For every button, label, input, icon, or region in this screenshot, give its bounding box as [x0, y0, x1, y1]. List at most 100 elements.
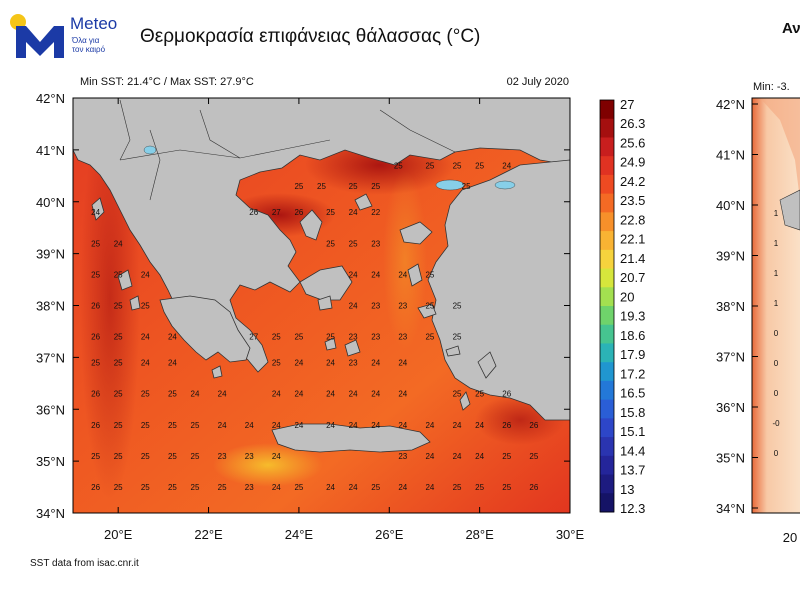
meteo-m-icon [16, 26, 64, 58]
sst-value-label: 24 [425, 452, 434, 461]
colorbar-swatch [600, 249, 614, 270]
second-panel-lat-label: 36°N [716, 400, 745, 415]
sst-value-label: 24 [453, 452, 462, 461]
brand-tagline-line1: Όλα για [72, 36, 100, 45]
sst-value-label: 25 [114, 270, 123, 279]
lon-tick-label: 30°E [556, 527, 585, 542]
second-panel-map [752, 98, 800, 513]
sst-value-label: 23 [371, 239, 380, 248]
sst-value-label: 25 [91, 270, 100, 279]
sst-value-label: 25 [317, 182, 326, 191]
sst-value-label: 27 [249, 333, 258, 342]
sst-value-label: 25 [453, 161, 462, 170]
colorbar-label: 24.9 [620, 155, 645, 170]
sst-value-label: 24 [245, 421, 254, 430]
land [73, 98, 570, 453]
sst-value-label: 25 [294, 333, 303, 342]
lat-tick-label: 41°N [36, 143, 65, 158]
meteo-logo[interactable]: Meteo Όλα για τον καιρό [10, 14, 130, 58]
sst-value-label: 24 [453, 421, 462, 430]
sst-value-label: 26 [294, 208, 303, 217]
sst-value-label: 25 [141, 452, 150, 461]
sst-value-label: 25 [529, 452, 538, 461]
page-title: Θερμοκρασία επιφάνειας θάλασσας (°C) [140, 26, 481, 47]
sst-value-label: 25 [425, 270, 434, 279]
sst-value-label: 24 [425, 421, 434, 430]
anomaly-value-label: 1 [774, 239, 779, 248]
sst-value-label: 24 [349, 270, 358, 279]
colorbar-label: 17.9 [620, 347, 645, 362]
sst-value-label: 24 [272, 483, 281, 492]
colorbar-swatch [600, 493, 614, 513]
lat-tick-label: 34°N [36, 506, 65, 521]
sst-value-label: 26 [249, 208, 258, 217]
sst-value-label: 26 [91, 421, 100, 430]
sst-value-label: 26 [529, 421, 538, 430]
sst-value-label: 25 [114, 483, 123, 492]
colorbar-label: 20.7 [620, 270, 645, 285]
lon-tick-label: 28°E [465, 527, 494, 542]
sst-value-label: 24 [114, 239, 123, 248]
lesvos [399, 221, 433, 245]
colorbar-swatch [600, 343, 614, 363]
second-panel-lat-label: 41°N [716, 148, 745, 163]
second-panel-anomaly-patch [760, 98, 800, 200]
chios [407, 263, 423, 287]
evia [299, 265, 353, 301]
sst-value-label: 24 [272, 452, 281, 461]
colorbar-label: 25.6 [620, 135, 645, 150]
anomaly-value-label: 1 [774, 269, 779, 278]
sst-value-label: 24 [272, 390, 281, 399]
anomaly-value-label: 0 [774, 449, 779, 458]
sst-value-label: 24 [294, 359, 303, 368]
second-panel-stats: Min: -3. [753, 81, 790, 93]
colorbar-swatch [600, 193, 614, 213]
karpathos [459, 391, 471, 411]
sst-value-label: 24 [398, 390, 407, 399]
sst-value-label: 24 [349, 208, 358, 217]
sst-value-label: 24 [191, 390, 200, 399]
sst-value-label: 25 [114, 390, 123, 399]
second-panel-lat-label: 39°N [716, 249, 745, 264]
colorbar-label: 15.8 [620, 405, 645, 420]
sst-value-label: 23 [371, 333, 380, 342]
sst-value-label: 25 [141, 483, 150, 492]
sst-value-label: 25 [453, 483, 462, 492]
colorbar-label: 16.5 [620, 386, 645, 401]
colorbar-label: 20 [620, 289, 634, 304]
colorbar-swatch [600, 100, 614, 120]
sst-value-label: 24 [398, 483, 407, 492]
second-panel-anomaly-labels: 1 1 1 1 0 0 0 -0 0 [772, 209, 780, 458]
sst-value-label: 25 [272, 333, 281, 342]
colorbar-swatch [600, 137, 614, 157]
sst-value-label: 24 [398, 421, 407, 430]
colorbar-label: 26.3 [620, 116, 645, 131]
sst-value-label: 25 [91, 239, 100, 248]
sst-value-label: 24 [168, 333, 177, 342]
lon-tick-label: 26°E [375, 527, 404, 542]
sst-value-label: 24 [326, 390, 335, 399]
sst-value-label: 25 [462, 182, 471, 191]
colorbar-swatch [600, 231, 614, 251]
sst-value-label: 25 [326, 208, 335, 217]
anomaly-value-label: 0 [774, 329, 779, 338]
second-panel-lat-label: 42°N [716, 97, 745, 112]
map-area[interactable]: 25 25 25 25 24 25 25 25 25 25 24 26 27 26 25 24 22 25 24 25… [73, 98, 570, 513]
sst-value-label: 25 [425, 161, 434, 170]
sst-value-label: 25 [294, 483, 303, 492]
brand-name: Meteo [70, 14, 118, 33]
sst-value-label: 25 [502, 483, 511, 492]
anomaly-value-label: 1 [774, 299, 779, 308]
colorbar-label: 13 [620, 482, 634, 497]
sst-value-label: 25 [475, 390, 484, 399]
lat-tick-label: 42°N [36, 91, 65, 106]
colorbar-swatch [600, 212, 614, 232]
lon-tick-label: 22°E [194, 527, 223, 542]
sst-value-label: 25 [272, 359, 281, 368]
sst-value-label: 25 [191, 483, 200, 492]
second-panel-lat-label: 35°N [716, 451, 745, 466]
map-date: 02 July 2020 [507, 76, 569, 88]
sst-value-label: 24 [349, 483, 358, 492]
longitude-axis: 20°E 22°E 24°E 26°E 28°E 30°E [104, 98, 584, 542]
